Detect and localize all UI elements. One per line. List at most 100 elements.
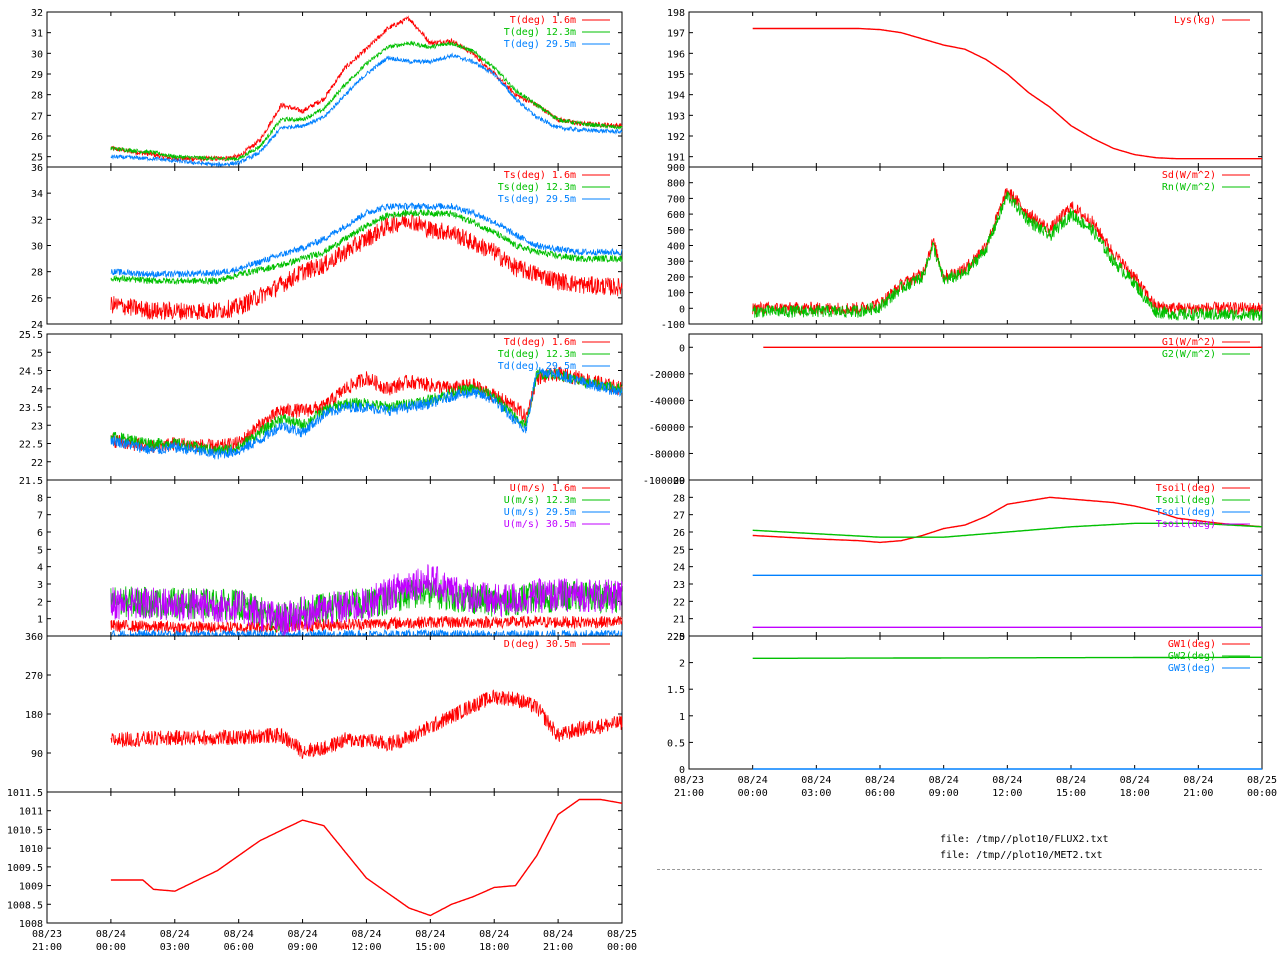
panel-0-legend-label: T(deg) 12.3m [504,27,576,38]
panel-5-ytick-label: 1009.5 [7,863,43,874]
panel-7-ytick-label: 400 [667,242,685,253]
panel-1-ytick-label: 26 [31,294,43,305]
panel-8-ytick-label: -40000 [649,396,685,407]
panel-6-ytick-label: 197 [667,29,685,40]
panel-0-ytick-label: 29 [31,70,43,81]
left-axis-xtick-date: 08/24 [224,929,254,940]
panel-9-ytick-label: 22 [673,597,685,608]
panel-8-legend-label: G2(W/m^2) [1162,349,1216,360]
panel-1-series-2-line [110,202,623,279]
panel-7-ytick-label: 100 [667,289,685,300]
right-axis-xtick-time: 03:00 [801,788,831,799]
panel-10-ytick-label: 0.5 [667,738,685,749]
panel-8-ytick-label: -20000 [649,370,685,381]
panel-1-series-1-line [110,209,623,286]
panel-3-legend-label: U(m/s) 29.5m [504,507,576,518]
panel-2-ytick-label: 23.5 [19,403,43,414]
panel-5-ytick-label: 1008 [19,919,43,930]
panel-4-frame [46,635,623,793]
panel-6-ytick-label: 193 [667,111,685,122]
right-axis-xtick-date: 08/24 [992,775,1022,786]
panel-0-series-2-line [110,52,623,169]
right-axis-xtick-date: 08/25 [1247,775,1277,786]
panel-7-ytick-label: 0 [679,304,685,315]
panel-5-ytick-label: 1009 [19,882,43,893]
panel-2-ytick-label: 24 [31,385,43,396]
panel-1-ytick-label: 30 [31,242,43,253]
panel-3-ytick-label: 4 [37,563,43,574]
panel-0-ytick-label: 27 [31,111,43,122]
right-axis-xtick-date: 08/23 [674,775,704,786]
panel-10-ytick-label: 0 [679,765,685,776]
panel-5-ytick-label: 1011 [19,807,43,818]
panel-7-legend-label: Sd(W/m^2) [1162,170,1216,181]
panel-3-ytick-label: 2 [37,597,43,608]
left-axis-xtick-time: 00:00 [96,942,126,953]
panel-10-legend-label: GW1(deg) [1168,639,1216,650]
panel-3-legend-label: U(m/s) 1.6m [510,483,576,494]
panel-7-series-0-line [752,187,1263,316]
left-axis-xtick-date: 08/24 [160,929,190,940]
panel-1-ytick-label: 34 [31,189,43,200]
panel-4-ytick-label: 180 [25,710,43,721]
panel-2-ytick-label: 22 [31,458,43,469]
file-label-flux: file: /tmp//plot10/FLUX2.txt [940,834,1109,845]
panel-1-legend-label: Ts(deg) 29.5m [498,194,576,205]
panel-6-ytick-label: 195 [667,70,685,81]
panel-9-series-0-line [752,496,1263,544]
panel-2-ytick-label: 23 [31,421,43,432]
panel-2-ytick-label: 24.5 [19,367,43,378]
panel-10-legend-label: GW2(deg) [1168,651,1216,662]
panel-0-ytick-label: 28 [31,91,43,102]
panel-5-frame [46,791,623,924]
panel-1-series-0-line [110,213,623,321]
right-axis-xtick-time: 00:00 [738,788,768,799]
left-axis-xtick-time: 21:00 [543,942,573,953]
right-axis-xtick-time: 15:00 [1056,788,1086,799]
panel-6-ytick-label: 196 [667,49,685,60]
right-axis-xtick-time: 00:00 [1247,788,1277,799]
panel-7-ytick-label: 200 [667,273,685,284]
left-axis-xtick-time: 12:00 [351,942,381,953]
panel-0-series-1-line [110,40,623,162]
panel-6-ytick-label: 198 [667,8,685,19]
panel-4-ytick-label: 360 [25,632,43,643]
divider-line [657,869,1262,870]
left-axis-xtick-time: 09:00 [288,942,318,953]
panel-5-ytick-label: 1010.5 [7,825,43,836]
panel-2-ytick-label: 25 [31,348,43,359]
panel-10-ytick-label: 2.5 [667,632,685,643]
panel-2-legend-label: Td(deg) 1.6m [504,337,576,348]
left-axis-xtick-date: 08/24 [351,929,381,940]
panel-2-legend-label: Td(deg) 29.5m [498,361,576,372]
left-axis-xtick-time: 00:00 [607,942,637,953]
panel-0-ytick-label: 31 [31,29,43,40]
panel-9-legend-label: Tsoil(deg) [1156,483,1216,494]
panel-10-ytick-label: 1 [679,712,685,723]
panel-7-ytick-label: 900 [667,163,685,174]
panel-2-ytick-label: 21.5 [19,476,43,487]
panel-8-legend-label: G1(W/m^2) [1162,337,1216,348]
left-axis-xtick-date: 08/25 [607,929,637,940]
left-axis-xtick-date: 08/23 [32,929,62,940]
panel-5-ytick-label: 1011.5 [7,788,43,799]
panel-1-ytick-label: 28 [31,268,43,279]
left-axis-xtick-time: 21:00 [32,942,62,953]
panel-0-ytick-label: 30 [31,49,43,60]
panel-3-legend-label: U(m/s) 12.3m [504,495,576,506]
panel-7-legend-label: Rn(W/m^2) [1162,182,1216,193]
right-axis-xtick-date: 08/24 [929,775,959,786]
right-axis-xtick-time: 21:00 [674,788,704,799]
panel-9-ytick-label: 20 [673,632,685,643]
panel-2-ytick-label: 22.5 [19,440,43,451]
right-axis-xtick-date: 08/24 [1056,775,1086,786]
right-axis-xtick-time: 12:00 [992,788,1022,799]
panel-2-ytick-label: 25.5 [19,330,43,341]
panel-1-legend-label: Ts(deg) 1.6m [504,170,576,181]
right-axis-xtick-time: 18:00 [1120,788,1150,799]
panel-1-ytick-label: 32 [31,215,43,226]
source-file-list: file: /tmp//plot10/FLUX2.txt file: /tmp/… [940,832,1140,864]
panel-0-ytick-label: 25 [31,153,43,164]
panel-3-series-3-line [110,564,623,637]
panel-9-ytick-label: 26 [673,528,685,539]
